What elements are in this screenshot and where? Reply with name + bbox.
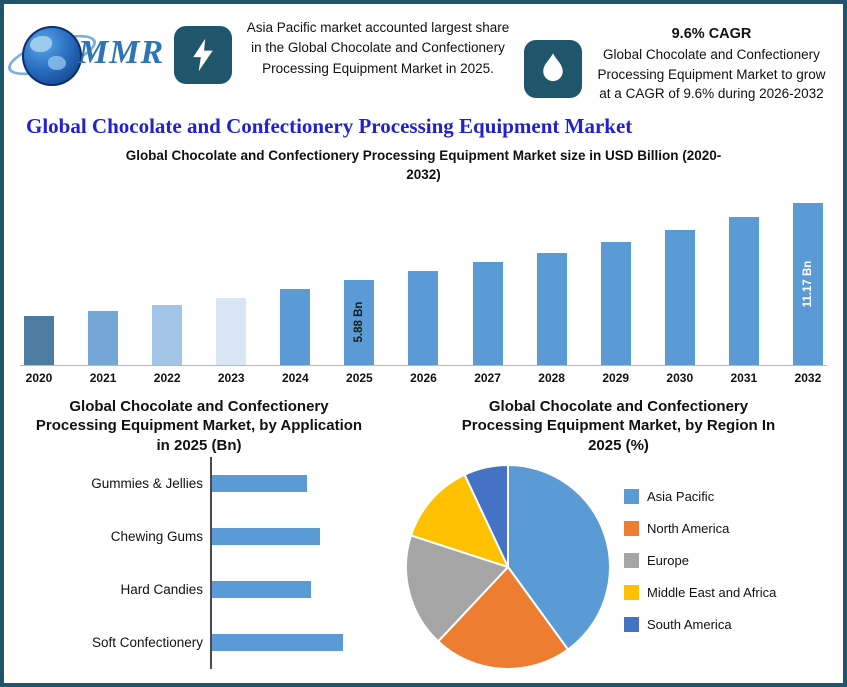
x-axis-label-2026: 2026 — [410, 370, 437, 385]
x-axis-label-2020: 2020 — [25, 370, 53, 385]
cagr-value: 9.6% CAGR — [671, 26, 752, 42]
bar-2027 — [472, 262, 503, 365]
legend-label: South America — [647, 617, 732, 633]
bar-2024 — [280, 288, 311, 365]
bar-2026 — [408, 271, 439, 365]
x-axis-label-2023: 2023 — [217, 370, 245, 385]
application-bar-area — [210, 510, 394, 564]
legend-swatch — [624, 521, 639, 537]
bar-2025: 5.88 Bn — [344, 279, 375, 365]
bar-chart-title: Global Chocolate and Confectionery Proce… — [125, 148, 722, 182]
legend-swatch — [624, 489, 639, 505]
bar-plot: 5.88 Bn 11.17 Bn — [20, 191, 827, 366]
legend-item-south-america: South America — [624, 617, 776, 633]
application-rows: Gummies & Jellies Chewing Gums Hard Candie… — [8, 457, 394, 670]
x-axis-label-2028: 2028 — [538, 370, 565, 385]
x-axis-label-2022: 2022 — [153, 370, 181, 385]
x-axis-label-2024: 2024 — [281, 370, 309, 385]
bottom-panels: Global Chocolate and Confectionery Proce… — [4, 397, 843, 674]
application-label: Chewing Gums — [110, 529, 203, 545]
bar-2029 — [600, 241, 631, 365]
x-axis-label-2030: 2030 — [666, 370, 694, 385]
bar-value-label: 11.17 Bn — [801, 260, 814, 308]
legend-label: Middle East and Africa — [647, 585, 777, 601]
application-bar — [212, 634, 344, 652]
legend-swatch — [624, 585, 639, 601]
legend-item-north-america: North America — [624, 521, 776, 537]
bar-2020 — [24, 316, 54, 365]
application-bar-area — [210, 616, 394, 670]
application-chart-title: Global Chocolate and Confectionery Proce… — [35, 397, 363, 454]
bar-2021 — [88, 311, 119, 365]
x-axis-label-2029: 2029 — [602, 370, 630, 385]
legend-swatch — [624, 617, 639, 633]
legend-label: North America — [647, 521, 730, 537]
page-title: Global Chocolate and Confectionery Proce… — [26, 114, 633, 138]
legend-item-europe: Europe — [624, 553, 776, 569]
application-bar-area — [210, 457, 394, 511]
x-axis-label-2032: 2032 — [794, 370, 822, 385]
x-axis-label-2027: 2027 — [474, 370, 501, 385]
legend-swatch — [624, 553, 639, 569]
bar-2032: 11.17 Bn — [792, 202, 823, 365]
application-label: Soft Confectionery — [91, 635, 203, 651]
application-row: Hard Candies — [8, 563, 394, 617]
lightning-icon — [174, 26, 232, 84]
application-bar — [212, 475, 308, 493]
application-label: Gummies & Jellies — [91, 476, 203, 492]
bar-value-label: 5.88 Bn — [353, 301, 366, 343]
bar-2022 — [152, 305, 183, 365]
pie-slice-south-america — [463, 464, 509, 569]
application-row: Gummies & Jellies — [8, 457, 394, 511]
pie-slice-middle-east-and-africa — [409, 473, 509, 569]
application-bar-area — [210, 563, 394, 617]
pie-row: Asia Pacific North America Europe Middle Ea… — [394, 461, 843, 673]
application-chart: Global Chocolate and Confectionery Proce… — [4, 397, 394, 674]
bar-2028 — [536, 252, 567, 365]
callout-cagr: Global Chocolate and Confectionery Proce… — [597, 47, 826, 102]
pie-slice-north-america — [437, 566, 569, 671]
logo-text: MMR — [78, 34, 165, 71]
legend-item-asia-pacific: Asia Pacific — [624, 489, 776, 505]
pie-slice-europe — [405, 534, 509, 643]
flame-icon — [524, 40, 582, 98]
application-row: Soft Confectionery — [8, 616, 394, 670]
application-row: Chewing Gums — [8, 510, 394, 564]
header: MMR Asia Pacific market accounted larges… — [4, 4, 843, 112]
application-bar — [212, 528, 321, 546]
callout-asia-pacific: Asia Pacific market accounted largest sh… — [246, 20, 510, 76]
globe-icon — [22, 26, 82, 86]
region-legend: Asia Pacific North America Europe Middle Ea… — [624, 489, 776, 673]
x-axis-label-2021: 2021 — [89, 370, 117, 385]
application-label: Hard Candies — [120, 582, 203, 598]
region-pie — [405, 464, 611, 671]
x-axis-label-2025: 2025 — [346, 370, 373, 385]
region-chart-title: Global Chocolate and Confectionery Proce… — [461, 397, 776, 454]
market-size-bar-chart: Global Chocolate and Confectionery Proce… — [20, 147, 827, 385]
region-chart: Global Chocolate and Confectionery Proce… — [394, 397, 843, 674]
application-bar — [212, 581, 312, 599]
x-axis-label-2031: 2031 — [730, 370, 758, 385]
legend-label: Asia Pacific — [647, 489, 715, 505]
bar-2030 — [664, 229, 695, 365]
legend-item-middle-east-and-africa: Middle East and Africa — [624, 585, 777, 601]
bar-years: 2020 2021 2022 2023 2024 2025 2026 2027 2028 2029… — [20, 371, 827, 385]
mmr-logo: MMR — [4, 12, 165, 106]
cagr-block: 9.6% CAGR Global Chocolate and Confectio… — [592, 24, 831, 112]
legend-label: Europe — [647, 553, 689, 569]
bar-2023 — [216, 298, 247, 365]
bar-2031 — [728, 217, 759, 365]
pie-slice-asia-pacific — [507, 464, 611, 651]
